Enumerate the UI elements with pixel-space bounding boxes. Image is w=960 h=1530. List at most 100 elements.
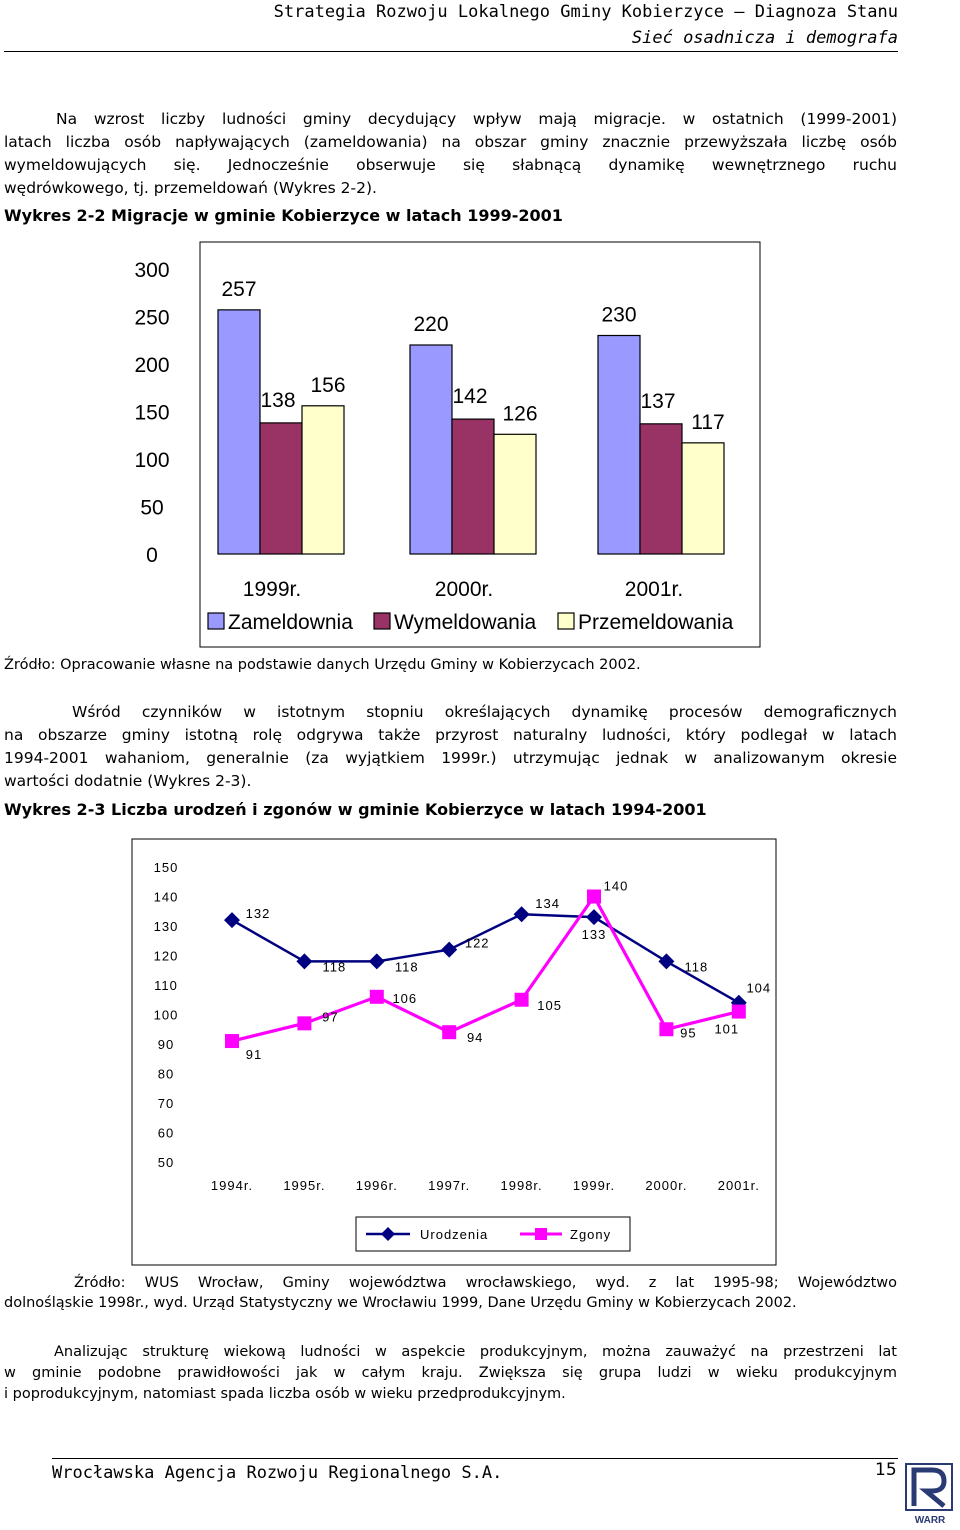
chart1-bar-zameldownia: [597, 334, 641, 555]
chart1-bar-zameldownia: [409, 344, 453, 555]
chart1-bar-wymeldowania: [451, 418, 495, 555]
chart1-data-label: 220: [413, 313, 448, 336]
chart2-data-label: 140: [604, 879, 629, 894]
chart2-legend-label: Urodzenia: [420, 1227, 488, 1242]
chart1-caption: Wykres 2-2 Migracje w gminie Kobierzyce …: [4, 206, 563, 225]
chart2-point-urodzenia: [513, 906, 530, 923]
chart1-data-label: 156: [310, 374, 345, 397]
chart1-xtick-label: 1999r.: [243, 578, 301, 601]
chart2-data-label: 118: [395, 959, 419, 974]
chart2-point-zgony: [225, 1034, 239, 1049]
chart2-data-label: 94: [467, 1030, 483, 1045]
chart2-data-label: 106: [392, 991, 417, 1006]
paragraph-line: wędrówkowego, tj. przemeldowań (Wykres 2…: [4, 179, 377, 197]
chart2-point-urodzenia: [368, 953, 385, 970]
chart1-legend-label: Wymeldowania: [394, 611, 537, 634]
source-line: Źródło: WUS Wrocław, Gminy województwa w…: [74, 1275, 897, 1291]
chart1-ytick-label: 250: [134, 307, 169, 330]
chart1-xtick-label: 2000r.: [435, 578, 493, 601]
chart2-data-label: 97: [322, 1009, 338, 1024]
chart2-ytick-label: 110: [154, 978, 178, 993]
paragraph-line: latach liczba osób napływających (zameld…: [4, 133, 897, 151]
chart2-point-urodzenia: [224, 912, 240, 929]
chart1-data-label: 117: [691, 411, 724, 434]
chart2-point-zgony: [297, 1016, 312, 1031]
chart2-data-label: 101: [714, 1022, 739, 1037]
chart2-point-zgony: [587, 889, 601, 904]
chart1-data-label: 230: [601, 304, 636, 327]
chart1-data-label: 126: [502, 402, 537, 425]
chart2-legend-marker: [535, 1228, 547, 1240]
chart2-ytick-label: 90: [158, 1037, 174, 1052]
paragraph-line: na obszarze gminy istotną rolę odgrywa t…: [4, 726, 897, 744]
chart1-ytick-label: 100: [134, 449, 169, 472]
chart2-ytick-label: 130: [154, 919, 179, 934]
chart2-caption: Wykres 2-3 Liczba urodzeń i zgonów w gmi…: [4, 800, 707, 819]
chart2-ytick-label: 120: [154, 949, 179, 964]
chart1-data-label: 137: [640, 390, 675, 413]
chart1-ytick-label: 300: [134, 259, 169, 282]
document-header-subtitle: Sieć osadnicza i demografa: [631, 28, 898, 48]
chart2-series-line-zgony: [231, 893, 740, 1043]
header-rule: [4, 51, 898, 52]
chart2-data-label: 134: [535, 896, 560, 911]
chart1-legend-label: Zameldownia: [228, 611, 353, 634]
chart1-data-label: 257: [221, 278, 256, 301]
chart1-bar-przemeldowania: [493, 433, 537, 555]
paragraph-line: wartości dodatnie (Wykres 2-3).: [4, 772, 252, 790]
chart2-data-label: 132: [246, 906, 271, 921]
paragraph-migration-cont: latach liczba osób napływających (zameld…: [4, 131, 897, 200]
chart1-ytick-label: 0: [146, 544, 158, 567]
chart1-legend-swatch: [373, 612, 391, 630]
chart2-xtick-label: 1998r.: [501, 1178, 543, 1193]
paragraph-natural-growth-cont: na obszarze gminy istotną rolę odgrywa t…: [4, 724, 897, 793]
chart1-xtick-label: 2001r.: [625, 578, 683, 601]
paragraph-line: wymeldowujących się. Jednocześnie obserw…: [4, 156, 897, 174]
paragraph-age-structure-cont: w gminie podobne prawidłowości jak w cał…: [4, 1363, 897, 1405]
paragraph-natural-growth: Wśród czynników w istotnym stopniu okreś…: [72, 701, 897, 724]
paragraph-line: Na wzrost liczby ludności gminy decydują…: [56, 110, 897, 128]
chart1-bar-zameldownia: [217, 309, 261, 555]
page-number: 15: [875, 1460, 897, 1480]
chart1-source: Źródło: Opracowanie własne na podstawie …: [4, 657, 641, 673]
chart2-data-label: 95: [680, 1025, 696, 1040]
document-header-title: Strategia Rozwoju Lokalnego Gminy Kobier…: [273, 2, 898, 22]
chart2-frame: [131, 838, 777, 1266]
chart2-point-urodzenia: [730, 994, 747, 1011]
chart2-data-label: 91: [246, 1047, 262, 1062]
chart2-data-label: 104: [746, 981, 771, 996]
chart2-xtick-label: 2001r.: [718, 1178, 760, 1193]
chart2-data-label: 118: [323, 959, 347, 974]
chart2-point-zgony: [731, 1004, 746, 1019]
chart1-bar-przemeldowania: [681, 442, 725, 555]
chart1-ytick-label: 200: [134, 354, 169, 377]
chart2-data-label: 122: [465, 936, 490, 951]
chart2-legend-label: Zgony: [570, 1227, 611, 1242]
chart2-source: Źródło: WUS Wrocław, Gminy województwa w…: [74, 1272, 897, 1295]
chart2-point-urodzenia: [296, 953, 313, 970]
paragraph-migration: Na wzrost liczby ludności gminy decydują…: [56, 108, 897, 131]
chart2-xtick-label: 1996r.: [356, 1178, 398, 1193]
chart1-ytick-label: 50: [140, 497, 163, 520]
chart2-xtick-label: 1999r.: [573, 1178, 615, 1193]
chart1-legend-swatch: [557, 612, 575, 630]
chart2-point-zgony: [369, 989, 384, 1004]
paragraph-age-structure: Analizując strukturę wiekową ludności w …: [54, 1342, 897, 1363]
chart2-ytick-label: 70: [158, 1096, 174, 1111]
chart2-ytick-label: 60: [158, 1126, 174, 1141]
chart2-point-zgony: [659, 1022, 674, 1037]
chart2-point-urodzenia: [658, 953, 675, 970]
chart2-source-cont: dolnośląskie 1998r., wyd. Urząd Statysty…: [4, 1295, 797, 1311]
chart2-point-zgony: [442, 1025, 457, 1040]
chart1-ytick-label: 150: [134, 402, 169, 425]
paragraph-line: 1994-2001 wahaniom, generalnie (za wyjąt…: [4, 749, 897, 767]
chart2-ytick-label: 140: [154, 890, 179, 905]
warr-logo: WARR: [904, 1462, 956, 1526]
migration-bar-chart: 0 50 100 150 200 250 300 257 138 156 220 142 126 230…: [134, 241, 761, 648]
chart2-ytick-label: 80: [158, 1067, 174, 1082]
chart2-point-urodzenia: [586, 909, 602, 926]
chart1-legend-swatch: [207, 612, 225, 630]
chart2-series-line-urodzenia: [231, 912, 740, 1004]
paragraph-line: w gminie podobne prawidłowości jak w cał…: [4, 1365, 897, 1381]
chart1-bar-wymeldowania: [639, 423, 683, 555]
